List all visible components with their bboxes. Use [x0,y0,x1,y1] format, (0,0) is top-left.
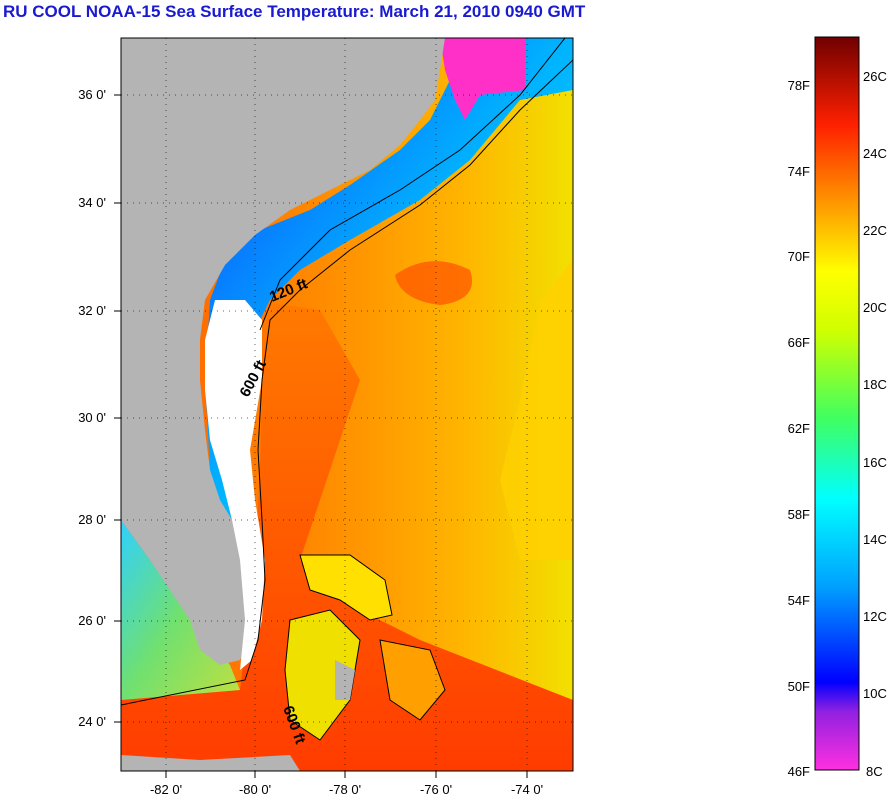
lon-label-76: -76 0' [419,782,453,797]
colorbar-f-label: 78F [787,78,810,93]
colorbar-f-label: 46F [787,764,810,779]
lat-label-28: 28 0' [78,512,106,527]
colorbar [814,36,860,771]
colorbar-f-label: 58F [787,507,810,522]
lat-label-26: 26 0' [78,613,106,628]
lon-label-78: -78 0' [328,782,362,797]
lon-label-82: -82 0' [149,782,183,797]
map-frame [120,37,574,772]
shelf-cold-water [205,38,573,520]
map-imagery [121,38,573,771]
lat-label-34: 34 0' [78,195,106,210]
colorbar-c-label: 16C [863,455,887,470]
colorbar-f-label: 50F [787,679,810,694]
contour-120ft [259,38,566,331]
colorbar-c-label: 18C [863,377,887,392]
colorbar-f-label: 62F [787,421,810,436]
lat-label-32: 32 0' [78,303,106,318]
colorbar-c-label: 10C [863,686,887,701]
colorbar-c-label: 22C [863,223,887,238]
axis-ticks [114,94,528,778]
colorbar-c-label: 14C [863,532,887,547]
bahamas-bank [284,609,361,741]
colorbar-f-label: 70F [787,249,810,264]
colorbar-c-label: 8C [866,764,883,779]
lon-label-74: -74 0' [510,782,544,797]
colorbar-f-label: 66F [787,335,810,350]
colorbar-c-label: 24C [863,146,887,161]
lon-label-80: -80 0' [238,782,272,797]
bahamas-bank [299,554,393,621]
lat-label-24: 24 0' [78,714,106,729]
colorbar-c-label: 26C [863,69,887,84]
map-title: RU COOL NOAA-15 Sea Surface Temperature:… [3,2,586,21]
lat-label-30: 30 0' [78,410,106,425]
colorbar-c-label: 20C [863,300,887,315]
map-graticule [121,38,573,771]
cold-coastal-water [440,38,525,120]
land-mass [121,38,445,665]
lat-label-36: 36 0' [78,87,106,102]
colorbar-f-label: 54F [787,593,810,608]
colorbar-f-label: 74F [787,164,810,179]
cool-water-region [500,260,573,560]
bahamas-bank [379,639,446,721]
colorbar-c-label: 12C [863,609,887,624]
orange-patch [395,261,472,305]
cloud-cover [205,300,265,670]
contour-600ft [121,59,573,706]
